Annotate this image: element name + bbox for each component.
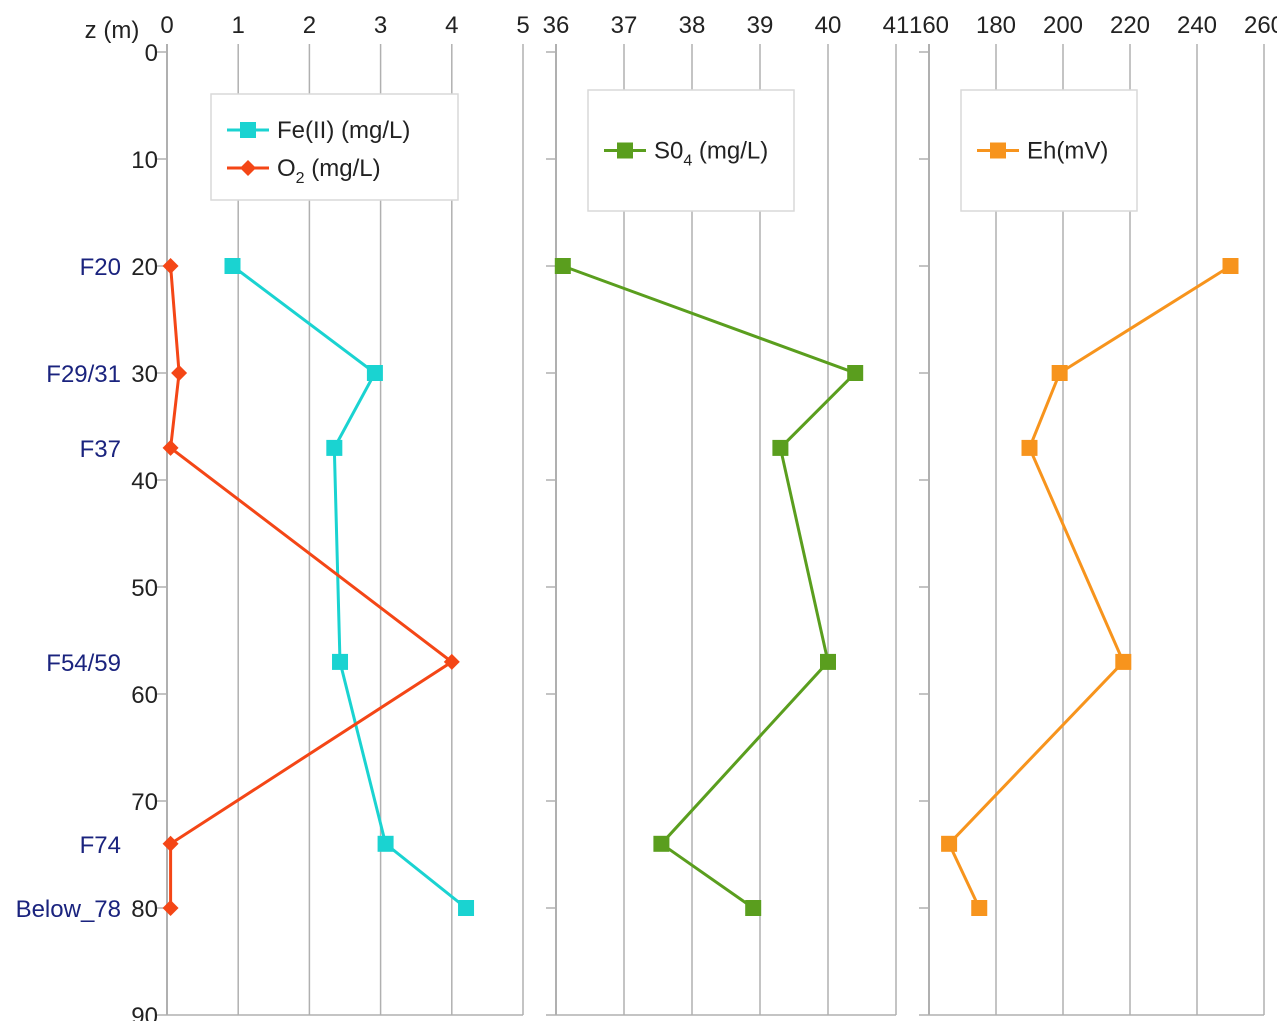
y-tick-label: 40 bbox=[131, 468, 158, 495]
x-tick-label: 160 bbox=[909, 12, 949, 39]
x-tick-label: 39 bbox=[747, 12, 774, 39]
data-point bbox=[224, 258, 241, 274]
x-tick-label: 2 bbox=[303, 12, 316, 39]
data-point bbox=[847, 365, 864, 381]
well-label: F74 bbox=[80, 832, 121, 859]
y-tick-label: 90 bbox=[131, 1003, 158, 1021]
data-point bbox=[1222, 258, 1239, 274]
data-point bbox=[162, 835, 179, 852]
x-tick-label: 0 bbox=[160, 12, 173, 39]
series-line bbox=[562, 264, 858, 910]
x-tick-label: 41 bbox=[883, 12, 910, 39]
x-tick-label: 3 bbox=[374, 12, 387, 39]
y-axis-title: z (m) bbox=[85, 17, 140, 44]
panel-eh: 160 180 200 220 240 260 Eh(mV) bbox=[909, 12, 1277, 1016]
series-Fe(II) (mg/L) bbox=[224, 258, 475, 916]
x-tick-label: 40 bbox=[815, 12, 842, 39]
legend: Eh(mV) bbox=[960, 89, 1138, 212]
x-tick-label: 5 bbox=[516, 12, 529, 39]
legend-swatch-marker bbox=[990, 142, 1006, 159]
data-point bbox=[366, 365, 383, 381]
legend: S04 (mg/L) bbox=[587, 89, 795, 212]
x-tick-label: 37 bbox=[611, 12, 638, 39]
data-point bbox=[820, 653, 836, 670]
data-point bbox=[332, 653, 349, 670]
data-point bbox=[162, 258, 179, 274]
y-tick-label: 60 bbox=[131, 682, 158, 709]
legend-entry-label: S04 (mg/L) bbox=[654, 138, 768, 170]
well-label: F20 bbox=[80, 254, 121, 281]
legend-entry-label: Fe(II) (mg/L) bbox=[277, 117, 410, 144]
panel-fe-o2: 0 1 2 3 4 5 Fe(II) (mg/L) O2 (mg/L) bbox=[157, 12, 530, 1016]
x-tick-label: 260 bbox=[1244, 12, 1277, 39]
data-point bbox=[653, 835, 670, 852]
x-tick-label: 240 bbox=[1177, 12, 1217, 39]
y-tick-label: 0 bbox=[145, 40, 158, 67]
series-line bbox=[231, 264, 467, 910]
y-axis: z (m)0 10 20 30 40 50 60 70 80 90 F20 F29/31 F37 F54/… bbox=[16, 17, 158, 1021]
data-point bbox=[162, 439, 179, 456]
x-tick-label: 38 bbox=[679, 12, 706, 39]
well-label: F54/59 bbox=[46, 650, 121, 677]
series-line bbox=[947, 264, 1232, 909]
data-point bbox=[772, 439, 789, 456]
legend-entry-label: O2 (mg/L) bbox=[277, 155, 381, 187]
well-label: F37 bbox=[80, 436, 121, 463]
series-Eh(mV) bbox=[941, 258, 1239, 916]
data-point bbox=[171, 365, 188, 381]
series-S04 (mg/L) bbox=[554, 258, 864, 916]
x-tick-label: 4 bbox=[445, 12, 458, 39]
data-point bbox=[1051, 365, 1068, 381]
y-tick-label: 50 bbox=[131, 575, 158, 602]
data-point bbox=[162, 900, 179, 916]
legend-swatch-marker bbox=[240, 160, 256, 176]
panel-so4: 36 37 38 39 40 41 S04 (mg/L) bbox=[543, 12, 910, 1016]
y-tick-label: 10 bbox=[131, 147, 158, 174]
y-tick-label: 20 bbox=[131, 254, 158, 281]
y-tick-label: 70 bbox=[131, 789, 158, 816]
data-point bbox=[941, 835, 958, 852]
data-point bbox=[1021, 439, 1038, 456]
legend-swatch-marker bbox=[240, 122, 256, 138]
well-label: F29/31 bbox=[46, 361, 121, 388]
data-point bbox=[971, 900, 988, 916]
chart-panels: 0 1 2 3 4 5 Fe(II) (mg/L) O2 (mg/L) 36 37 38 39 40 41… bbox=[16, 12, 1277, 1021]
data-point bbox=[443, 653, 460, 670]
x-tick-label: 200 bbox=[1043, 12, 1083, 39]
legend-swatch-marker bbox=[617, 142, 633, 159]
series-O2 (mg/L) bbox=[162, 258, 460, 916]
series-line bbox=[169, 265, 455, 908]
x-tick-label: 1 bbox=[232, 12, 245, 39]
data-point bbox=[458, 900, 475, 916]
x-tick-label: 180 bbox=[976, 12, 1016, 39]
y-tick-label: 80 bbox=[131, 896, 158, 923]
data-point bbox=[554, 258, 571, 274]
y-tick-label: 30 bbox=[131, 361, 158, 388]
data-point bbox=[745, 900, 762, 916]
legend-entry-label: Eh(mV) bbox=[1027, 138, 1108, 165]
data-point bbox=[326, 439, 343, 456]
data-point bbox=[1115, 653, 1132, 670]
legend: Fe(II) (mg/L) O2 (mg/L) bbox=[210, 93, 459, 201]
well-label: Below_78 bbox=[16, 896, 121, 923]
x-tick-label: 36 bbox=[543, 12, 570, 39]
x-tick-label: 220 bbox=[1110, 12, 1150, 39]
data-point bbox=[377, 835, 394, 852]
legend-box bbox=[210, 93, 459, 201]
